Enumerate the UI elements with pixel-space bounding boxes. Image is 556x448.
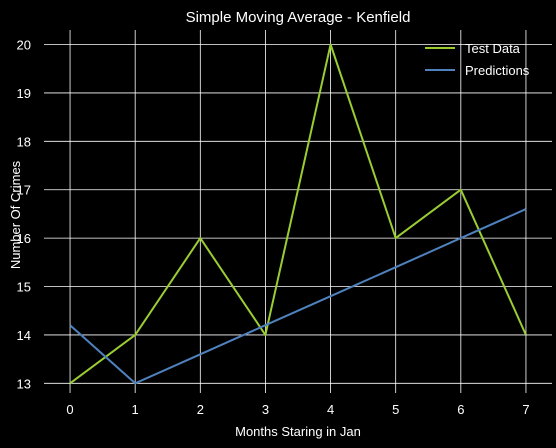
y-tick-label: 20: [17, 38, 31, 53]
grid: [44, 30, 552, 393]
series-lines: [69, 43, 527, 385]
y-tick-label: 14: [17, 328, 31, 343]
legend: Test Data Predictions: [425, 41, 530, 78]
y-tick-label: 15: [17, 280, 31, 295]
x-tick-labels: 0 1 2 3 4 5 6 7: [66, 402, 529, 417]
y-tick-label: 16: [17, 231, 31, 246]
series-line-predictions: [69, 208, 527, 385]
x-tick-label: 3: [262, 402, 269, 417]
x-tick-label: 4: [327, 402, 334, 417]
x-tick-label: 6: [457, 402, 464, 417]
y-tick-label: 13: [17, 376, 31, 391]
series-line-test-data: [69, 43, 527, 385]
x-tick-label: 1: [132, 402, 139, 417]
chart-title: Simple Moving Average - Kenfield: [186, 9, 411, 26]
y-tick-label: 17: [17, 183, 31, 198]
y-axis-title: Number Of Crimes: [8, 160, 23, 269]
x-tick-label: 0: [66, 402, 73, 417]
legend-label: Test Data: [465, 41, 521, 56]
x-axis-title: Months Staring in Jan: [235, 424, 361, 439]
legend-label: Predictions: [465, 63, 530, 78]
y-tick-labels: 13 14 15 16 17 18 19 20: [17, 38, 31, 392]
x-tick-label: 5: [392, 402, 399, 417]
y-tick-label: 19: [17, 86, 31, 101]
x-tick-label: 7: [522, 402, 529, 417]
y-tick-label: 18: [17, 134, 31, 149]
x-tick-label: 2: [197, 402, 204, 417]
